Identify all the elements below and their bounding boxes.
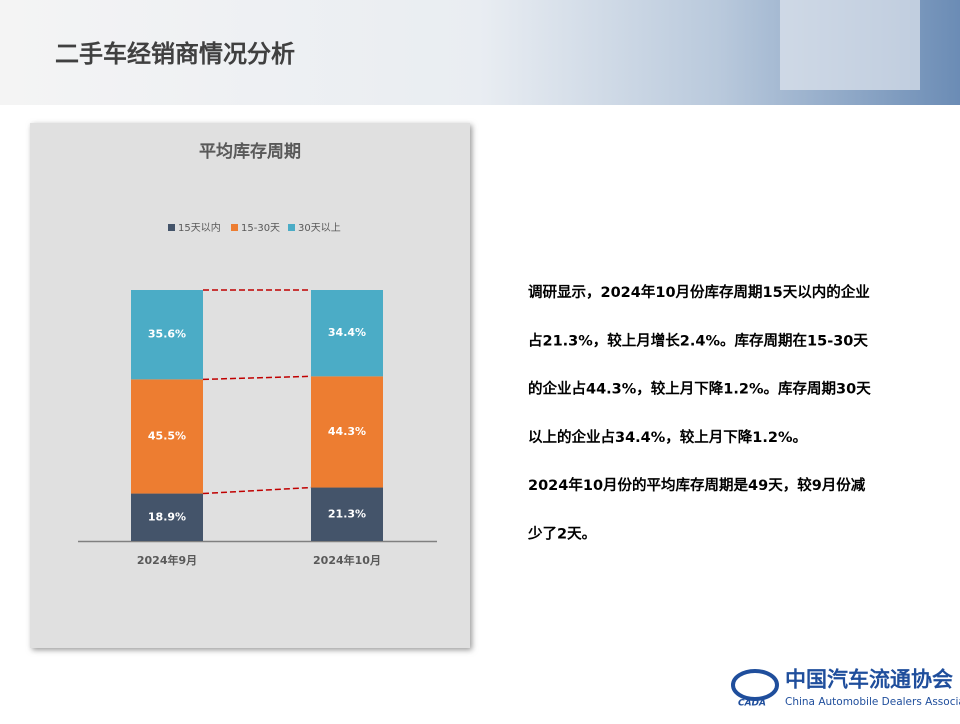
logo-ring <box>731 669 779 701</box>
value-label: 21.3% <box>328 507 366 520</box>
bar-segment <box>311 487 383 541</box>
legend-label: 15天以内 <box>178 221 221 234</box>
paragraph-line: 2024年10月份的平均库存周期是49天，较9月份减 <box>528 476 866 494</box>
bar-segment <box>131 493 203 541</box>
legend-swatch <box>288 224 295 231</box>
legend-swatch <box>168 224 175 231</box>
logo: CADA 中国汽车流通协会 China Automobile Dealers A… <box>731 667 960 709</box>
paragraph-line: 占21.3%，较上月增长2.4%。库存周期在15-30天 <box>528 331 868 349</box>
bar-segment <box>311 376 383 488</box>
logo-name-en: China Automobile Dealers Association <box>785 696 960 708</box>
bar-segment <box>131 290 203 380</box>
x-tick-label: 2024年10月 <box>313 553 381 567</box>
value-label: 35.6% <box>148 328 186 341</box>
legend-label: 30天以上 <box>298 222 341 234</box>
paragraph-line: 调研显示，2024年10月份库存周期15天以内的企业 <box>528 283 870 301</box>
value-label: 18.9% <box>148 510 186 523</box>
chart-panel <box>30 123 470 648</box>
bar-segment <box>311 290 383 377</box>
x-tick-label: 2024年9月 <box>137 553 197 567</box>
value-label: 45.5% <box>148 429 186 442</box>
chart-title: 平均库存周期 <box>199 141 301 162</box>
logo-mark: CADA <box>738 699 766 709</box>
bar-segment <box>131 379 203 494</box>
slide-title: 二手车经销商情况分析 <box>55 40 295 68</box>
legend-label: 15-30天 <box>241 223 280 234</box>
paragraph: 调研显示，2024年10月份库存周期15天以内的企业占21.3%，较上月增长2.… <box>527 283 871 543</box>
series-connector <box>202 375 312 381</box>
chart: 15天以内 15-30天 30天以上 18.9% 45.5% 35.6% 2024年9月 21… <box>131 221 383 567</box>
paragraph-line: 少了2天。 <box>527 526 596 543</box>
paragraph-line: 以上的企业占34.4%，较上月下降1.2%。 <box>528 428 807 446</box>
value-label: 44.3% <box>328 425 366 438</box>
logo-name-cn: 中国汽车流通协会 <box>785 667 953 692</box>
paragraph-line: 的企业占44.3%，较上月下降1.2%。库存周期30天 <box>528 380 871 398</box>
header-cube <box>780 0 920 90</box>
value-label: 34.4% <box>328 326 366 339</box>
legend-swatch <box>231 224 238 231</box>
series-connector <box>202 486 312 495</box>
